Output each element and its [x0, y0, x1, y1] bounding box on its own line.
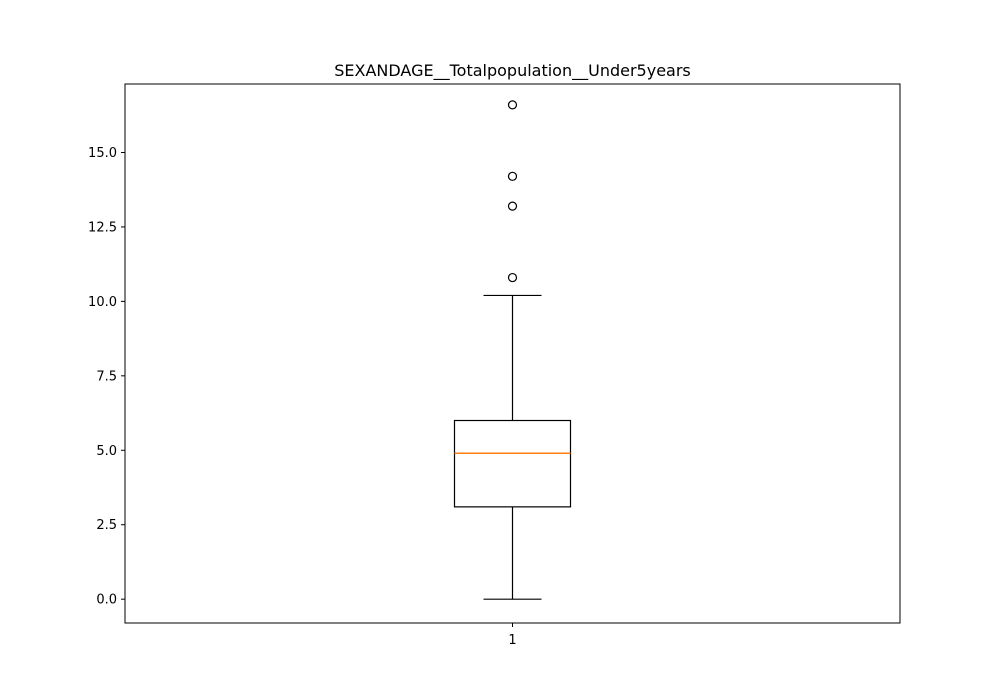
- outlier-point: [507, 272, 518, 283]
- outlier-point: [507, 171, 518, 181]
- iqr-box: [453, 419, 572, 508]
- y-tick-label: 12.5: [88, 220, 117, 235]
- x-tick-label: 1: [508, 633, 516, 648]
- y-tick-label: 0.0: [96, 593, 117, 608]
- marks-layer: [453, 100, 572, 600]
- y-tick-label: 10.0: [88, 295, 117, 310]
- y-tick-label: 2.5: [96, 518, 117, 533]
- y-tick-label: 15.0: [88, 146, 117, 161]
- y-tick-label: 5.0: [96, 444, 117, 459]
- chart-title: SEXANDAGE__Totalpopulation__Under5years: [334, 61, 691, 81]
- outlier-point: [507, 201, 518, 211]
- y-tick-label: 7.5: [96, 369, 117, 384]
- x-axis: 1: [508, 623, 517, 648]
- outlier-point: [507, 100, 518, 110]
- y-axis: 0.0 2.5 5.0 7.5 10.0 12.5 15.0: [88, 146, 125, 608]
